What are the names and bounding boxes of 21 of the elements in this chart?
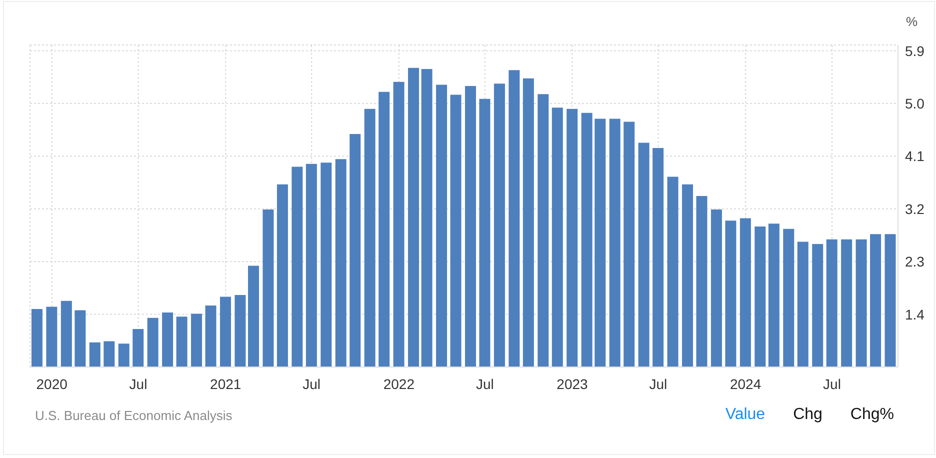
- text: Chg%: [850, 406, 894, 423]
- x-tick-label: 2022: [383, 376, 415, 392]
- x-tick-label: Jul: [302, 376, 321, 392]
- x-tick-label: 2024: [730, 376, 762, 392]
- y-tick-label: 5.9: [905, 42, 925, 59]
- x-tick-label: 2020: [36, 376, 68, 392]
- x-tick-label: Jul: [823, 376, 841, 392]
- y-tick-label: 5.0: [905, 96, 925, 112]
- y-tick-label: 3.2: [905, 200, 925, 217]
- text: Value: [725, 406, 766, 423]
- x-tick-label: Jul: [129, 376, 148, 392]
- text: U.S. Bureau of Economic Analysis: [35, 408, 232, 423]
- x-tick-label: 2021: [210, 376, 242, 392]
- text: Chg: [793, 406, 822, 423]
- y-tick-label: 2.3: [905, 254, 925, 270]
- x-tick-label: 2023: [556, 376, 588, 392]
- y-tick-label: 4.1: [905, 148, 925, 164]
- y-tick-label: 1.4: [905, 306, 925, 322]
- y-axis-title: %: [906, 14, 918, 29]
- x-tick-label: Jul: [476, 376, 494, 392]
- x-tick-label: Jul: [649, 376, 668, 392]
